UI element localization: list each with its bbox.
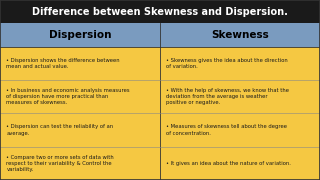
FancyBboxPatch shape: [0, 47, 320, 180]
Text: • Compare two or more sets of data with
respect to their variability & Control t: • Compare two or more sets of data with …: [6, 155, 114, 172]
Text: Skewness: Skewness: [211, 30, 269, 40]
Text: Difference between Skewness and Dispersion.: Difference between Skewness and Dispersi…: [32, 7, 288, 17]
Text: • Measures of skewness tell about the degree
of concentration.: • Measures of skewness tell about the de…: [166, 124, 287, 136]
Text: • It gives an idea about the nature of variation.: • It gives an idea about the nature of v…: [166, 161, 291, 166]
Text: • Dispersion shows the difference between
mean and actual value.: • Dispersion shows the difference betwee…: [6, 58, 120, 69]
Text: • In business and economic analysis measures
of dispersion have more practical t: • In business and economic analysis meas…: [6, 88, 130, 105]
Text: • Dispersion can test the reliability of an
average.: • Dispersion can test the reliability of…: [6, 124, 114, 136]
Text: • With the help of skewness, we know that the
deviation from the average is weat: • With the help of skewness, we know tha…: [166, 88, 289, 105]
Text: • Skewness gives the idea about the direction
of variation.: • Skewness gives the idea about the dire…: [166, 58, 288, 69]
FancyBboxPatch shape: [0, 0, 320, 23]
FancyBboxPatch shape: [0, 23, 320, 47]
Text: Dispersion: Dispersion: [49, 30, 111, 40]
